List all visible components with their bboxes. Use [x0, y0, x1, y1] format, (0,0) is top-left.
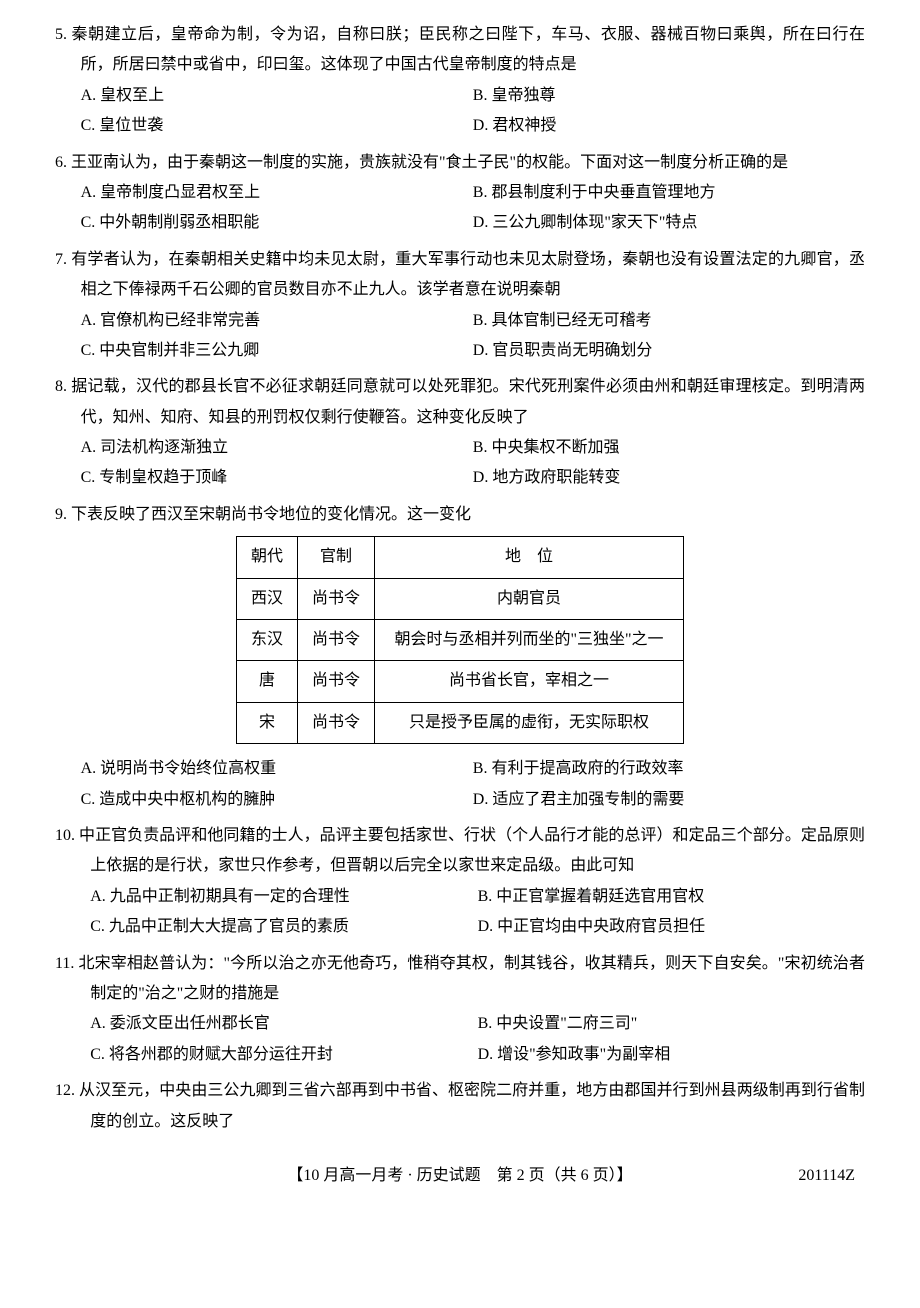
q10-num: 10. [55, 827, 75, 844]
q6-opt-b: B. 郡县制度利于中央垂直管理地方 [473, 178, 865, 208]
question-5: 5. 秦朝建立后，皇帝命为制，令为诏，自称曰朕；臣民称之曰陛下，车马、衣服、器械… [55, 20, 865, 142]
td: 唐 [236, 661, 297, 702]
q9-text: 下表反映了西汉至宋朝尚书令地位的变化情况。这一变化 [71, 506, 471, 523]
td: 东汉 [236, 620, 297, 661]
q11-num: 11. [55, 955, 74, 972]
q9-opt-c: C. 造成中央中枢机构的臃肿 [81, 785, 473, 815]
question-6: 6. 王亚南认为，由于秦朝这一制度的实施，贵族就没有"食土子民"的权能。下面对这… [55, 148, 865, 239]
q9-stem: 9. 下表反映了西汉至宋朝尚书令地位的变化情况。这一变化 [55, 500, 865, 530]
q11-opt-a: A. 委派文臣出任州郡长官 [90, 1009, 477, 1039]
q10-text: 中正官负责品评和他同籍的士人，品评主要包括家世、行状（个人品行才能的总评）和定品… [79, 827, 865, 874]
q8-num: 8. [55, 378, 67, 395]
q6-opt-d: D. 三公九卿制体现"家天下"特点 [473, 208, 865, 238]
q7-opt-b: B. 具体官制已经无可稽考 [473, 306, 865, 336]
page-content: 5. 秦朝建立后，皇帝命为制，令为诏，自称曰朕；臣民称之曰陛下，车马、衣服、器械… [0, 0, 920, 1211]
q8-opt-b: B. 中央集权不断加强 [473, 433, 865, 463]
td: 尚书令 [298, 578, 375, 619]
q12-text: 从汉至元，中央由三公九卿到三省六部再到中书省、枢密院二府并重，地方由郡国并行到州… [79, 1082, 865, 1129]
q9-table: 朝代 官制 地 位 西汉 尚书令 内朝官员 东汉 尚书令 朝会时与丞相并列而坐的… [236, 536, 684, 744]
q11-text: 北宋宰相赵普认为："今所以治之亦无他奇巧，惟稍夺其权，制其钱谷，收其精兵，则天下… [79, 955, 865, 1002]
question-11: 11. 北宋宰相赵普认为："今所以治之亦无他奇巧，惟稍夺其权，制其钱谷，收其精兵… [55, 949, 865, 1071]
q11-opt-b: B. 中央设置"二府三司" [478, 1009, 865, 1039]
table-row: 东汉 尚书令 朝会时与丞相并列而坐的"三独坐"之一 [236, 620, 683, 661]
question-10: 10. 中正官负责品评和他同籍的士人，品评主要包括家世、行状（个人品行才能的总评… [55, 821, 865, 943]
td: 内朝官员 [375, 578, 684, 619]
q5-opt-a: A. 皇权至上 [81, 81, 473, 111]
q10-opt-c: C. 九品中正制大大提高了官员的素质 [90, 912, 477, 942]
td: 朝会时与丞相并列而坐的"三独坐"之一 [375, 620, 684, 661]
td: 宋 [236, 702, 297, 743]
q9-num: 9. [55, 506, 67, 523]
question-12: 12. 从汉至元，中央由三公九卿到三省六部再到中书省、枢密院二府并重，地方由郡国… [55, 1076, 865, 1137]
q9-opt-d: D. 适应了君主加强专制的需要 [473, 785, 865, 815]
q6-opt-c: C. 中外朝制削弱丞相职能 [81, 208, 473, 238]
q7-opt-d: D. 官员职责尚无明确划分 [473, 336, 865, 366]
table-row: 宋 尚书令 只是授予臣属的虚衔，无实际职权 [236, 702, 683, 743]
q6-num: 6. [55, 154, 67, 171]
q11-options: A. 委派文臣出任州郡长官 B. 中央设置"二府三司" C. 将各州郡的财赋大部… [55, 1009, 865, 1070]
q10-options: A. 九品中正制初期具有一定的合理性 B. 中正官掌握着朝廷选官用官权 C. 九… [55, 882, 865, 943]
q7-text: 有学者认为，在秦朝相关史籍中均未见太尉，重大军事行动也未见太尉登场，秦朝也没有设… [71, 251, 865, 298]
q8-opt-c: C. 专制皇权趋于顶峰 [81, 463, 473, 493]
q5-opt-b: B. 皇帝独尊 [473, 81, 865, 111]
td: 尚书令 [298, 702, 375, 743]
th-system: 官制 [298, 537, 375, 578]
td: 尚书省长官，宰相之一 [375, 661, 684, 702]
q10-opt-d: D. 中正官均由中央政府官员担任 [478, 912, 865, 942]
q7-num: 7. [55, 251, 67, 268]
q8-options: A. 司法机构逐渐独立 B. 中央集权不断加强 C. 专制皇权趋于顶峰 D. 地… [55, 433, 865, 494]
q12-stem: 12. 从汉至元，中央由三公九卿到三省六部再到中书省、枢密院二府并重，地方由郡国… [55, 1076, 865, 1137]
footer-right: 201114Z [798, 1161, 855, 1191]
table-row: 西汉 尚书令 内朝官员 [236, 578, 683, 619]
td: 只是授予臣属的虚衔，无实际职权 [375, 702, 684, 743]
q8-stem: 8. 据记载，汉代的郡县长官不必征求朝廷同意就可以处死罪犯。宋代死刑案件必须由州… [55, 372, 865, 433]
footer-center: 【10 月高一月考 · 历史试题 第 2 页（共 6 页）】 [287, 1167, 632, 1184]
q5-opt-d: D. 君权神授 [473, 111, 865, 141]
q11-stem: 11. 北宋宰相赵普认为："今所以治之亦无他奇巧，惟稍夺其权，制其钱谷，收其精兵… [55, 949, 865, 1010]
q8-text: 据记载，汉代的郡县长官不必征求朝廷同意就可以处死罪犯。宋代死刑案件必须由州和朝廷… [71, 378, 865, 425]
q5-stem: 5. 秦朝建立后，皇帝命为制，令为诏，自称曰朕；臣民称之曰陛下，车马、衣服、器械… [55, 20, 865, 81]
q5-opt-c: C. 皇位世袭 [81, 111, 473, 141]
q6-stem: 6. 王亚南认为，由于秦朝这一制度的实施，贵族就没有"食土子民"的权能。下面对这… [55, 148, 865, 178]
q6-opt-a: A. 皇帝制度凸显君权至上 [81, 178, 473, 208]
q12-num: 12. [55, 1082, 75, 1099]
q7-opt-c: C. 中央官制并非三公九卿 [81, 336, 473, 366]
question-7: 7. 有学者认为，在秦朝相关史籍中均未见太尉，重大军事行动也未见太尉登场，秦朝也… [55, 245, 865, 367]
q5-num: 5. [55, 26, 67, 43]
q9-opt-a: A. 说明尚书令始终位高权重 [81, 754, 473, 784]
q7-options: A. 官僚机构已经非常完善 B. 具体官制已经无可稽考 C. 中央官制并非三公九… [55, 306, 865, 367]
q8-opt-d: D. 地方政府职能转变 [473, 463, 865, 493]
q10-stem: 10. 中正官负责品评和他同籍的士人，品评主要包括家世、行状（个人品行才能的总评… [55, 821, 865, 882]
th-status: 地 位 [375, 537, 684, 578]
q10-opt-b: B. 中正官掌握着朝廷选官用官权 [478, 882, 865, 912]
q6-options: A. 皇帝制度凸显君权至上 B. 郡县制度利于中央垂直管理地方 C. 中外朝制削… [55, 178, 865, 239]
question-9: 9. 下表反映了西汉至宋朝尚书令地位的变化情况。这一变化 朝代 官制 地 位 西… [55, 500, 865, 815]
question-8: 8. 据记载，汉代的郡县长官不必征求朝廷同意就可以处死罪犯。宋代死刑案件必须由州… [55, 372, 865, 494]
q6-text: 王亚南认为，由于秦朝这一制度的实施，贵族就没有"食土子民"的权能。下面对这一制度… [71, 154, 788, 171]
th-dynasty: 朝代 [236, 537, 297, 578]
q11-opt-c: C. 将各州郡的财赋大部分运往开封 [90, 1040, 477, 1070]
q7-opt-a: A. 官僚机构已经非常完善 [81, 306, 473, 336]
q9-options: A. 说明尚书令始终位高权重 B. 有利于提高政府的行政效率 C. 造成中央中枢… [55, 754, 865, 815]
q8-opt-a: A. 司法机构逐渐独立 [81, 433, 473, 463]
td: 尚书令 [298, 620, 375, 661]
td: 西汉 [236, 578, 297, 619]
q7-stem: 7. 有学者认为，在秦朝相关史籍中均未见太尉，重大军事行动也未见太尉登场，秦朝也… [55, 245, 865, 306]
td: 尚书令 [298, 661, 375, 702]
table-row: 唐 尚书令 尚书省长官，宰相之一 [236, 661, 683, 702]
q9-opt-b: B. 有利于提高政府的行政效率 [473, 754, 865, 784]
q5-text: 秦朝建立后，皇帝命为制，令为诏，自称曰朕；臣民称之曰陛下，车马、衣服、器械百物曰… [72, 26, 865, 73]
q11-opt-d: D. 增设"参知政事"为副宰相 [478, 1040, 865, 1070]
page-footer: 【10 月高一月考 · 历史试题 第 2 页（共 6 页）】 201114Z [55, 1161, 865, 1191]
table-header-row: 朝代 官制 地 位 [236, 537, 683, 578]
q10-opt-a: A. 九品中正制初期具有一定的合理性 [90, 882, 477, 912]
q5-options: A. 皇权至上 B. 皇帝独尊 C. 皇位世袭 D. 君权神授 [55, 81, 865, 142]
